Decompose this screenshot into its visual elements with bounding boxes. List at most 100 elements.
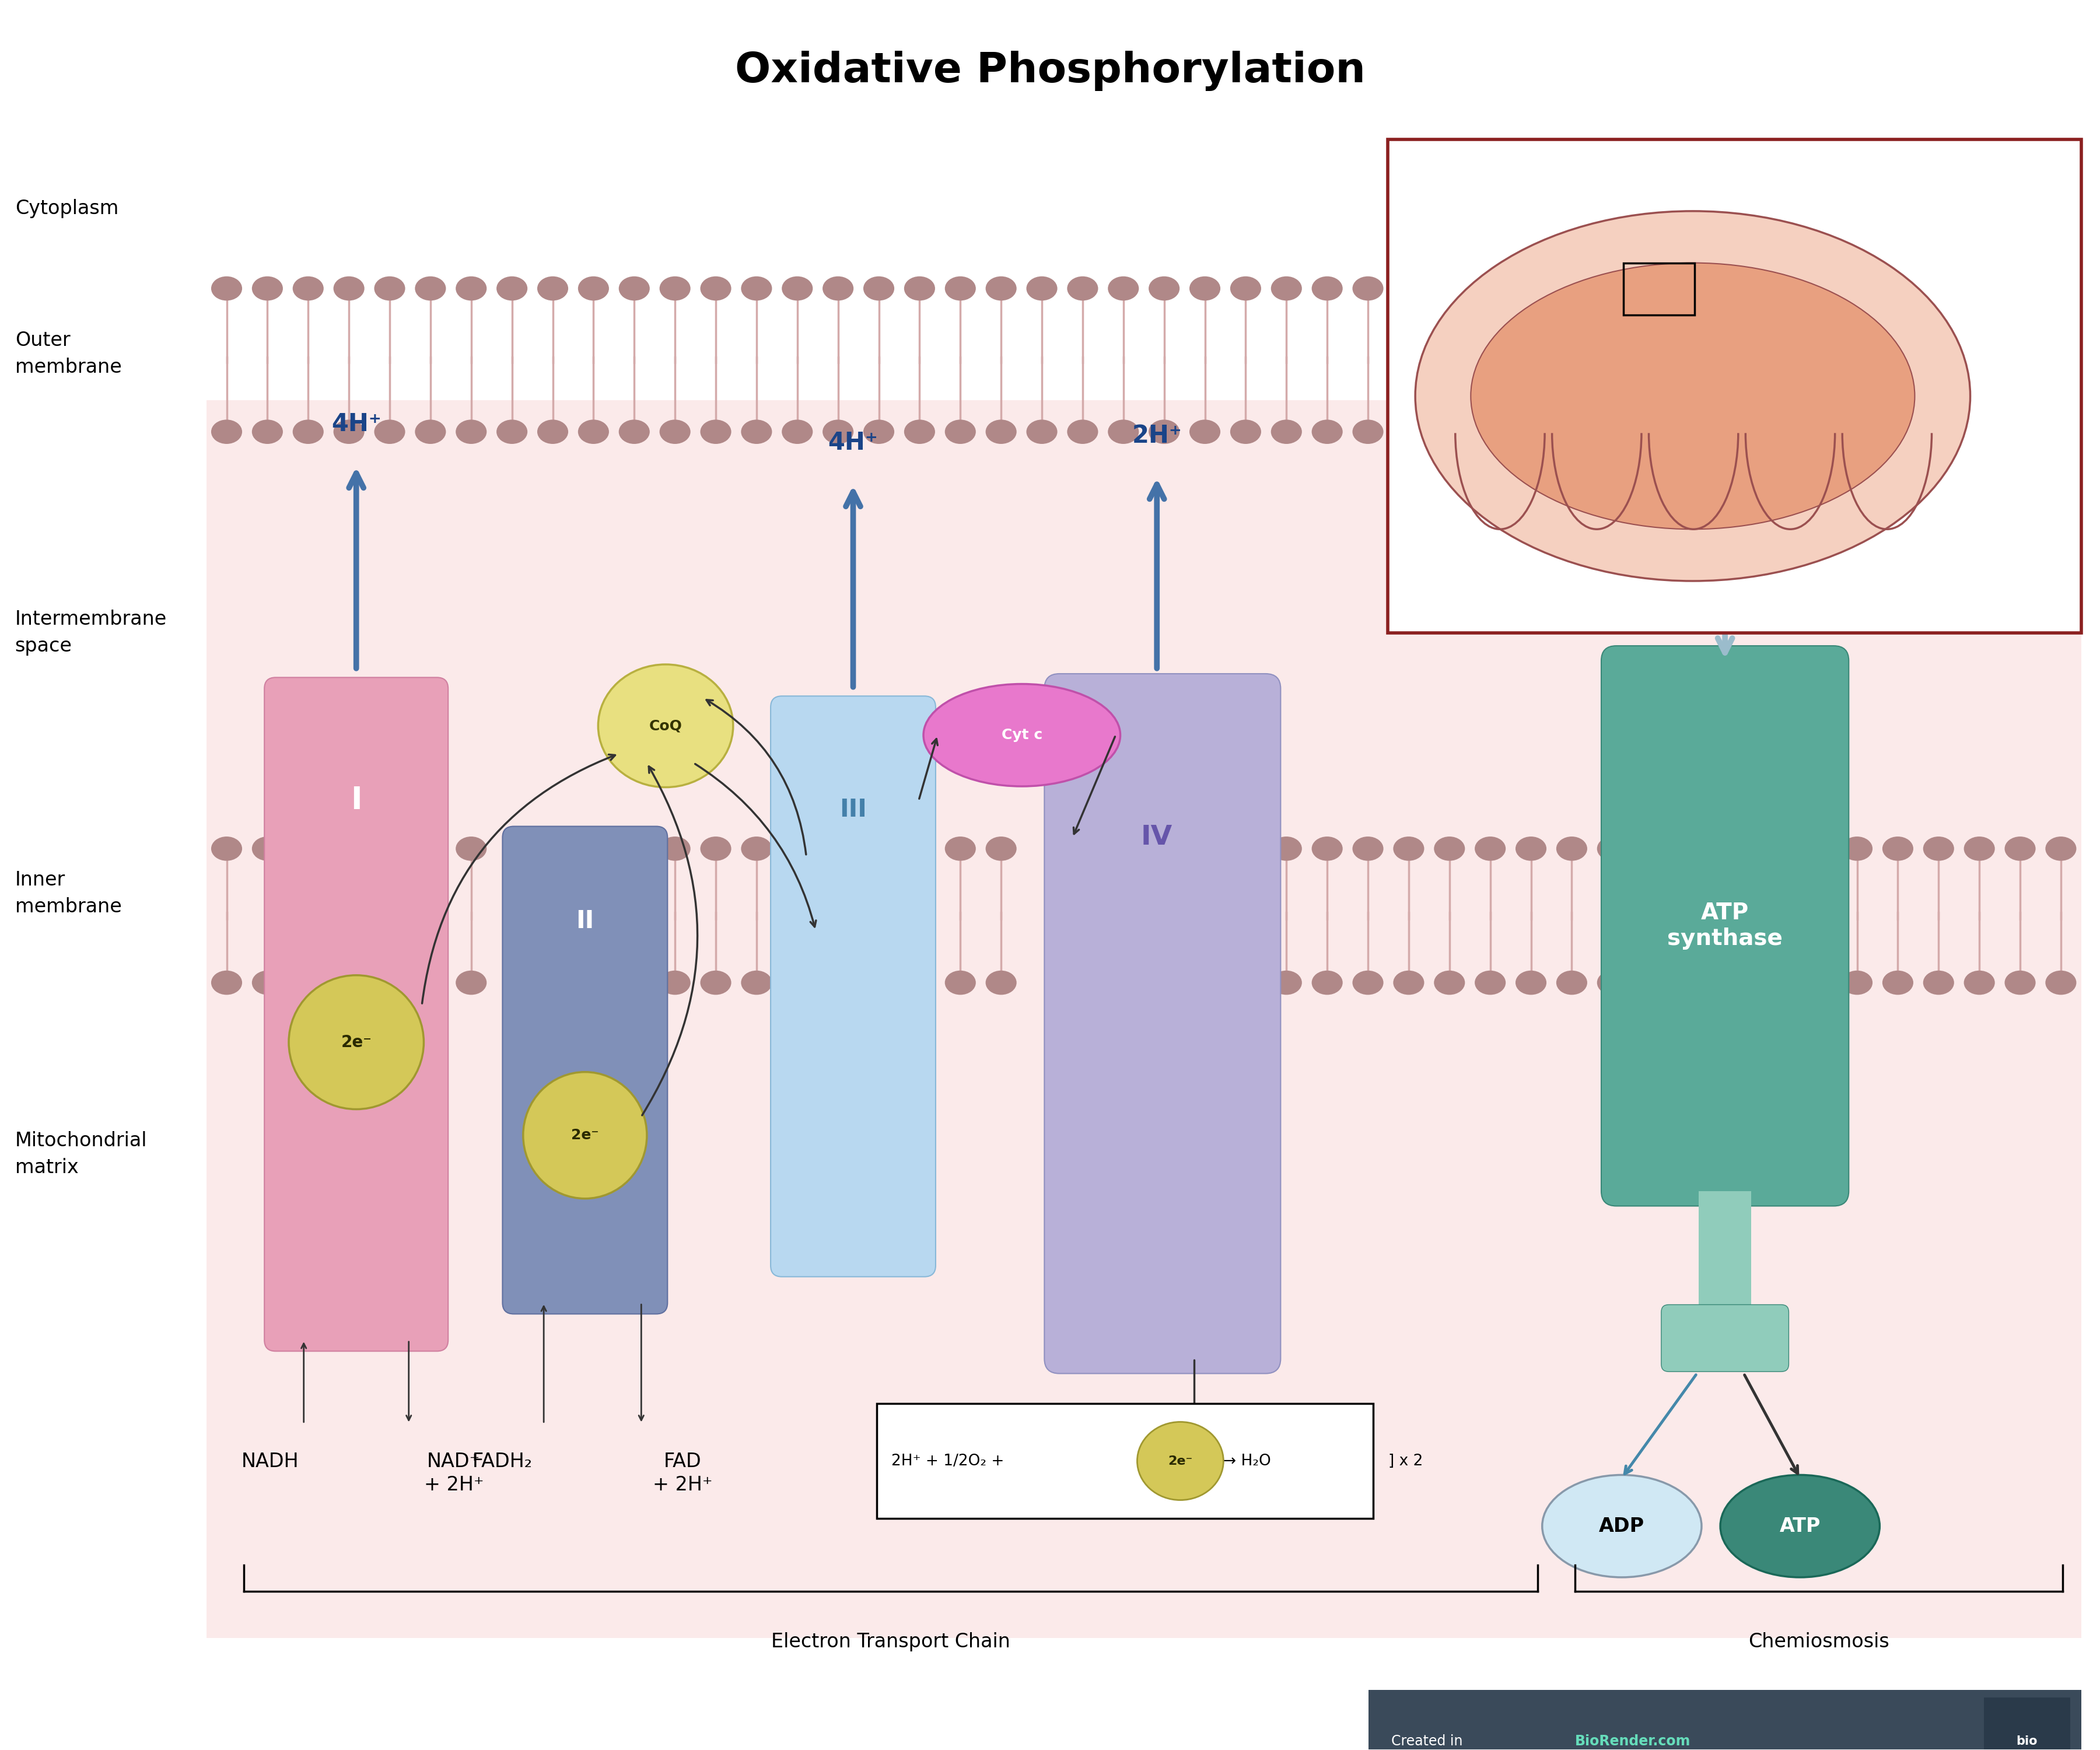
Ellipse shape <box>1678 276 1709 301</box>
Text: 2e⁻: 2e⁻ <box>340 1034 372 1050</box>
Text: III: III <box>840 798 867 822</box>
FancyBboxPatch shape <box>771 696 937 1278</box>
Ellipse shape <box>1842 971 1873 994</box>
Bar <box>1369 1690 2081 1750</box>
Ellipse shape <box>2006 420 2035 444</box>
Bar <box>1623 262 1695 315</box>
Ellipse shape <box>2045 276 2077 301</box>
Ellipse shape <box>1067 420 1098 444</box>
Ellipse shape <box>1720 420 1749 444</box>
Ellipse shape <box>1720 276 1749 301</box>
Ellipse shape <box>1149 420 1180 444</box>
Ellipse shape <box>212 420 242 444</box>
Ellipse shape <box>1474 420 1506 444</box>
Ellipse shape <box>620 420 649 444</box>
Text: 4H⁺: 4H⁺ <box>332 411 382 436</box>
Ellipse shape <box>1882 276 1913 301</box>
Ellipse shape <box>288 975 424 1110</box>
Ellipse shape <box>1352 420 1384 444</box>
Ellipse shape <box>1964 420 1995 444</box>
Ellipse shape <box>985 971 1016 994</box>
Text: NAD⁺
+ 2H⁺: NAD⁺ + 2H⁺ <box>424 1452 483 1494</box>
Ellipse shape <box>1964 276 1995 301</box>
Ellipse shape <box>1924 420 1955 444</box>
Text: 2H⁺: 2H⁺ <box>1132 424 1182 448</box>
Text: CoQ: CoQ <box>649 719 683 733</box>
Ellipse shape <box>781 276 813 301</box>
Ellipse shape <box>1352 971 1384 994</box>
Ellipse shape <box>456 276 487 301</box>
Ellipse shape <box>2045 420 2077 444</box>
Text: ] x 2: ] x 2 <box>1388 1454 1424 1468</box>
Ellipse shape <box>699 420 731 444</box>
Ellipse shape <box>578 276 609 301</box>
Ellipse shape <box>1596 971 1628 994</box>
Text: Electron Transport Chain: Electron Transport Chain <box>771 1633 1010 1652</box>
Text: Cytoplasm: Cytoplasm <box>15 200 118 219</box>
Ellipse shape <box>252 971 284 994</box>
Ellipse shape <box>699 276 731 301</box>
Ellipse shape <box>1842 420 1873 444</box>
Ellipse shape <box>1392 276 1424 301</box>
Ellipse shape <box>699 971 731 994</box>
Ellipse shape <box>741 971 773 994</box>
Ellipse shape <box>456 420 487 444</box>
Ellipse shape <box>1415 212 1970 581</box>
Ellipse shape <box>2045 971 2077 994</box>
Ellipse shape <box>1516 971 1546 994</box>
Ellipse shape <box>496 420 527 444</box>
Ellipse shape <box>1516 420 1546 444</box>
Ellipse shape <box>578 420 609 444</box>
Ellipse shape <box>252 276 284 301</box>
Ellipse shape <box>945 420 977 444</box>
Ellipse shape <box>823 420 853 444</box>
Ellipse shape <box>1556 971 1588 994</box>
Text: ADP: ADP <box>1598 1517 1644 1536</box>
Ellipse shape <box>1027 276 1056 301</box>
Text: 4H⁺: 4H⁺ <box>827 430 878 455</box>
Ellipse shape <box>1312 971 1342 994</box>
Ellipse shape <box>1556 420 1588 444</box>
Ellipse shape <box>863 420 895 444</box>
Text: Outer
membrane: Outer membrane <box>15 331 122 376</box>
Ellipse shape <box>1924 836 1955 861</box>
Ellipse shape <box>1596 836 1628 861</box>
Text: Mitochondrial
matrix: Mitochondrial matrix <box>15 1130 147 1178</box>
Ellipse shape <box>945 971 977 994</box>
Text: ATP: ATP <box>1779 1517 1821 1536</box>
Ellipse shape <box>374 276 405 301</box>
Ellipse shape <box>496 276 527 301</box>
Text: Intermembrane
space: Intermembrane space <box>15 609 166 656</box>
Ellipse shape <box>1882 971 1913 994</box>
Ellipse shape <box>1312 420 1342 444</box>
Text: Oxidative Phosphorylation: Oxidative Phosphorylation <box>735 51 1365 91</box>
Text: BioRender.com: BioRender.com <box>1575 1734 1690 1748</box>
Ellipse shape <box>1027 420 1056 444</box>
Bar <box>206 401 2081 1638</box>
Ellipse shape <box>538 276 569 301</box>
Ellipse shape <box>659 420 691 444</box>
Ellipse shape <box>1470 262 1915 528</box>
Ellipse shape <box>1924 971 1955 994</box>
Text: Created in: Created in <box>1390 1734 1468 1748</box>
Ellipse shape <box>1109 276 1138 301</box>
Text: II: II <box>575 908 594 933</box>
Ellipse shape <box>334 420 365 444</box>
Ellipse shape <box>212 276 242 301</box>
Ellipse shape <box>1270 836 1302 861</box>
Ellipse shape <box>863 276 895 301</box>
Ellipse shape <box>1802 276 1831 301</box>
Ellipse shape <box>292 276 323 301</box>
Ellipse shape <box>659 276 691 301</box>
Ellipse shape <box>334 276 365 301</box>
FancyBboxPatch shape <box>1600 646 1848 1206</box>
Ellipse shape <box>1556 836 1588 861</box>
FancyBboxPatch shape <box>876 1404 1373 1519</box>
Ellipse shape <box>1270 971 1302 994</box>
Ellipse shape <box>1352 276 1384 301</box>
Ellipse shape <box>1474 971 1506 994</box>
Ellipse shape <box>416 420 445 444</box>
Ellipse shape <box>2006 971 2035 994</box>
Text: bio: bio <box>2016 1736 2037 1746</box>
Text: → H₂O: → H₂O <box>1224 1454 1270 1468</box>
